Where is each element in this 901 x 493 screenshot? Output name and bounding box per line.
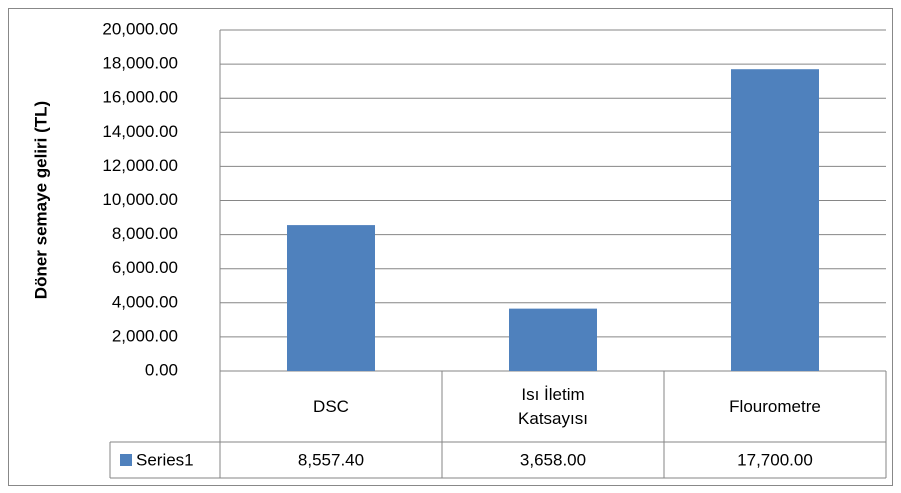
x-tick-label: DSC (313, 396, 349, 416)
bar (509, 308, 597, 371)
legend-key (120, 454, 132, 466)
x-tick-label-cell: Isı İletim Katsayısı (442, 371, 664, 442)
x-tick-label-cell: DSC (220, 371, 442, 442)
y-tick-label: 0.00 (145, 360, 178, 379)
x-tick-label: Isı İletim Katsayısı (518, 384, 588, 428)
y-axis-label: Döner semaye geliri (TL) (31, 101, 50, 299)
x-tick-label: Flourometre (729, 396, 821, 416)
y-tick-label: 10,000.00 (102, 190, 178, 209)
y-tick-label: 12,000.00 (102, 156, 178, 175)
table-value: 17,700.00 (737, 450, 813, 469)
y-tick-label: 18,000.00 (102, 54, 178, 73)
x-tick-label-cell: Flourometre (664, 371, 886, 442)
y-tick-label: 2,000.00 (112, 326, 178, 345)
table-value: 8,557.40 (298, 450, 364, 469)
y-tick-label: 4,000.00 (112, 292, 178, 311)
legend-label: Series1 (136, 450, 194, 469)
bar (287, 225, 375, 371)
y-tick-label: 8,000.00 (112, 224, 178, 243)
y-tick-label: 16,000.00 (102, 88, 178, 107)
y-tick-label: 6,000.00 (112, 258, 178, 277)
y-tick-label: 20,000.00 (102, 19, 178, 38)
bar (731, 69, 819, 371)
y-tick-label: 14,000.00 (102, 122, 178, 141)
table-value: 3,658.00 (520, 450, 586, 469)
